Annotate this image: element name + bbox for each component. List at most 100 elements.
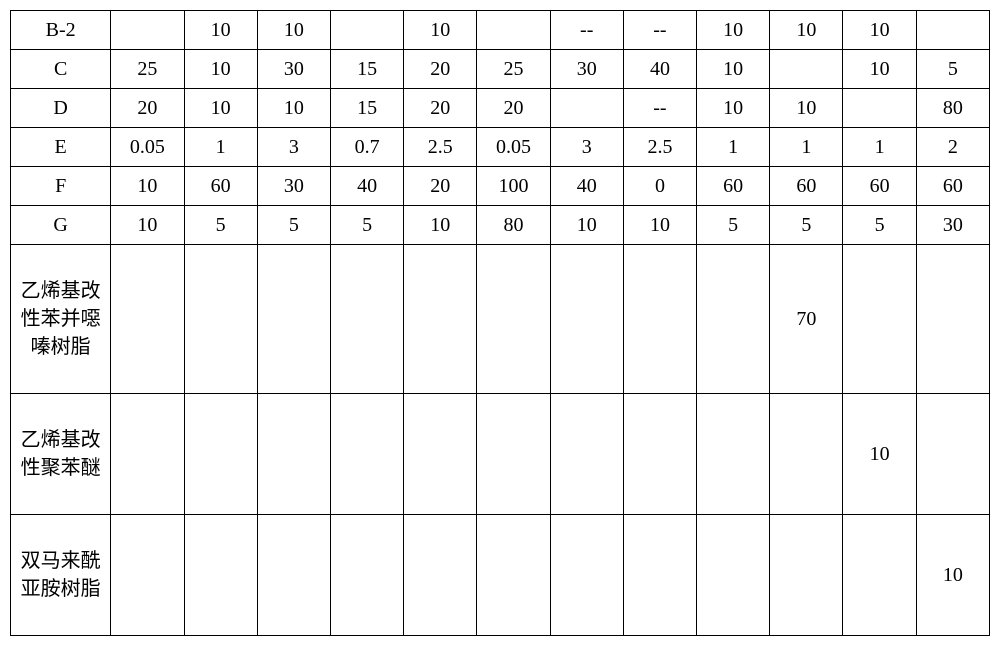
table-cell: 10 bbox=[697, 89, 770, 128]
table-cell bbox=[770, 50, 843, 89]
table-cell: 30 bbox=[550, 50, 623, 89]
table-cell: 60 bbox=[916, 167, 989, 206]
table-cell: 10 bbox=[257, 11, 330, 50]
table-cell: 10 bbox=[843, 11, 916, 50]
table-cell: 60 bbox=[697, 167, 770, 206]
table-cell bbox=[330, 245, 403, 394]
table-cell: 2.5 bbox=[623, 128, 696, 167]
table-cell bbox=[404, 394, 477, 515]
row-label: B-2 bbox=[11, 11, 111, 50]
table-cell: 60 bbox=[184, 167, 257, 206]
table-cell: 25 bbox=[111, 50, 184, 89]
table-cell: 15 bbox=[330, 50, 403, 89]
row-label: 双马来酰亚胺树脂 bbox=[11, 515, 111, 636]
table-cell: 10 bbox=[770, 89, 843, 128]
table-cell: -- bbox=[623, 11, 696, 50]
table-row: 双马来酰亚胺树脂10 bbox=[11, 515, 990, 636]
table-cell bbox=[111, 11, 184, 50]
table-cell bbox=[697, 515, 770, 636]
table-cell: 0 bbox=[623, 167, 696, 206]
table-cell: 80 bbox=[477, 206, 550, 245]
table-row: D201010152020--101080 bbox=[11, 89, 990, 128]
table-cell: 20 bbox=[404, 50, 477, 89]
table-cell: 1 bbox=[697, 128, 770, 167]
table-cell: 2.5 bbox=[404, 128, 477, 167]
table-cell: 40 bbox=[330, 167, 403, 206]
table-cell: 10 bbox=[404, 11, 477, 50]
table-row: 乙烯基改性苯并噁嗪树脂 70 bbox=[11, 245, 990, 394]
table-cell bbox=[623, 515, 696, 636]
table-row: C251030152025304010105 bbox=[11, 50, 990, 89]
table-cell bbox=[477, 394, 550, 515]
table-cell: 10 bbox=[184, 50, 257, 89]
table-cell: 25 bbox=[477, 50, 550, 89]
table-cell: 10 bbox=[697, 50, 770, 89]
row-label: D bbox=[11, 89, 111, 128]
table-row: 乙烯基改性聚苯醚 10 bbox=[11, 394, 990, 515]
table-cell: 100 bbox=[477, 167, 550, 206]
table-cell bbox=[477, 515, 550, 636]
table-cell: -- bbox=[550, 11, 623, 50]
table-cell: 30 bbox=[257, 50, 330, 89]
row-label: C bbox=[11, 50, 111, 89]
table-cell bbox=[257, 515, 330, 636]
table-cell: 3 bbox=[550, 128, 623, 167]
table-cell bbox=[550, 515, 623, 636]
table-cell bbox=[330, 515, 403, 636]
table-cell bbox=[843, 89, 916, 128]
table-cell: 60 bbox=[770, 167, 843, 206]
table-cell bbox=[843, 515, 916, 636]
table-cell: 1 bbox=[843, 128, 916, 167]
table-cell bbox=[111, 245, 184, 394]
table-cell bbox=[550, 89, 623, 128]
table-cell: 10 bbox=[697, 11, 770, 50]
table-cell: 10 bbox=[184, 89, 257, 128]
table-cell: 20 bbox=[404, 89, 477, 128]
table-body: B-2101010----101010C25103015202530401010… bbox=[11, 11, 990, 636]
table-cell: 20 bbox=[404, 167, 477, 206]
table-cell bbox=[623, 245, 696, 394]
table-cell bbox=[916, 11, 989, 50]
table-cell bbox=[916, 394, 989, 515]
table-cell bbox=[257, 394, 330, 515]
table-cell: -- bbox=[623, 89, 696, 128]
table-cell: 10 bbox=[404, 206, 477, 245]
table-row: G105551080101055530 bbox=[11, 206, 990, 245]
table-cell: 1 bbox=[770, 128, 843, 167]
table-cell: 10 bbox=[623, 206, 696, 245]
table-cell bbox=[697, 245, 770, 394]
table-cell: 30 bbox=[257, 167, 330, 206]
data-table: B-2101010----101010C25103015202530401010… bbox=[10, 10, 990, 636]
table-row: F106030402010040060606060 bbox=[11, 167, 990, 206]
table-cell: 20 bbox=[477, 89, 550, 128]
table-cell bbox=[697, 394, 770, 515]
table-cell bbox=[550, 245, 623, 394]
row-label: 乙烯基改性苯并噁嗪树脂 bbox=[11, 245, 111, 394]
table-cell bbox=[770, 394, 843, 515]
table-cell bbox=[623, 394, 696, 515]
table-cell bbox=[477, 11, 550, 50]
table-cell bbox=[770, 515, 843, 636]
table-cell: 2 bbox=[916, 128, 989, 167]
table-cell: 80 bbox=[916, 89, 989, 128]
table-cell: 1 bbox=[184, 128, 257, 167]
table-cell: 5 bbox=[257, 206, 330, 245]
table-cell: 70 bbox=[770, 245, 843, 394]
table-cell bbox=[477, 245, 550, 394]
table-cell: 0.7 bbox=[330, 128, 403, 167]
row-label: G bbox=[11, 206, 111, 245]
table-cell: 3 bbox=[257, 128, 330, 167]
table-row: B-2101010----101010 bbox=[11, 11, 990, 50]
table-cell: 40 bbox=[623, 50, 696, 89]
table-cell bbox=[111, 394, 184, 515]
row-label: 乙烯基改性聚苯醚 bbox=[11, 394, 111, 515]
table-cell: 10 bbox=[111, 167, 184, 206]
table-cell: 10 bbox=[184, 11, 257, 50]
table-cell bbox=[184, 394, 257, 515]
table-cell bbox=[916, 245, 989, 394]
table-cell: 10 bbox=[843, 394, 916, 515]
table-cell: 40 bbox=[550, 167, 623, 206]
row-label: F bbox=[11, 167, 111, 206]
table-cell bbox=[330, 11, 403, 50]
table-cell: 5 bbox=[843, 206, 916, 245]
